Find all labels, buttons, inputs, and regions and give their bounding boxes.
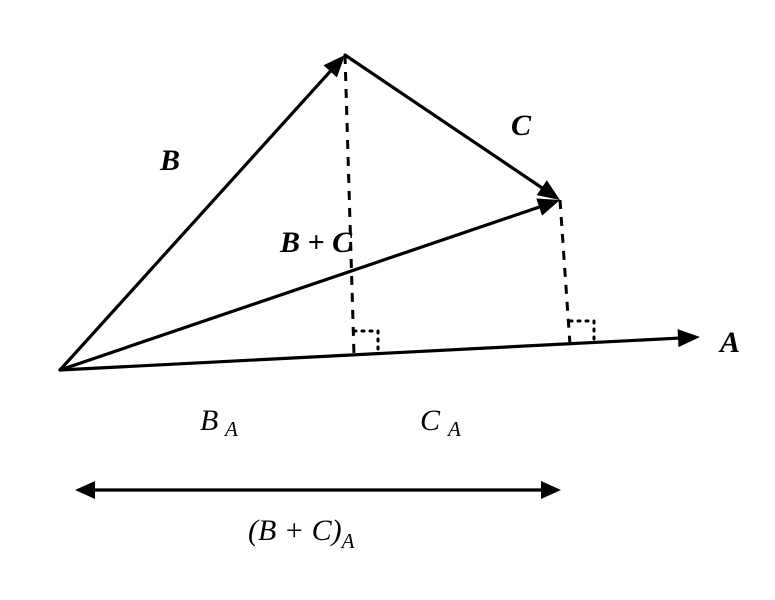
vector-b-plus-c-head xyxy=(536,199,560,216)
label-A: A xyxy=(718,326,740,359)
extent-bracket-head-left xyxy=(75,481,95,499)
label-BpC: B + C xyxy=(279,226,353,259)
label-BA_A: A xyxy=(223,417,238,441)
label-B: B xyxy=(159,144,180,177)
vector-a-head xyxy=(678,329,700,347)
label-CA_C: C xyxy=(420,404,441,437)
vector-a xyxy=(60,338,687,370)
label-C: C xyxy=(511,109,532,142)
right-angle-marker-0 xyxy=(354,331,378,355)
label-CA_A: A xyxy=(446,417,461,441)
label-BA_B: B xyxy=(200,404,218,437)
vector-c-head xyxy=(537,180,560,200)
extent-bracket-head-right xyxy=(541,481,561,499)
projection-dash-1 xyxy=(560,200,570,345)
projection-dash-0 xyxy=(345,55,354,355)
label-b-plus-c-sub-a: (B + C)A xyxy=(248,514,355,553)
